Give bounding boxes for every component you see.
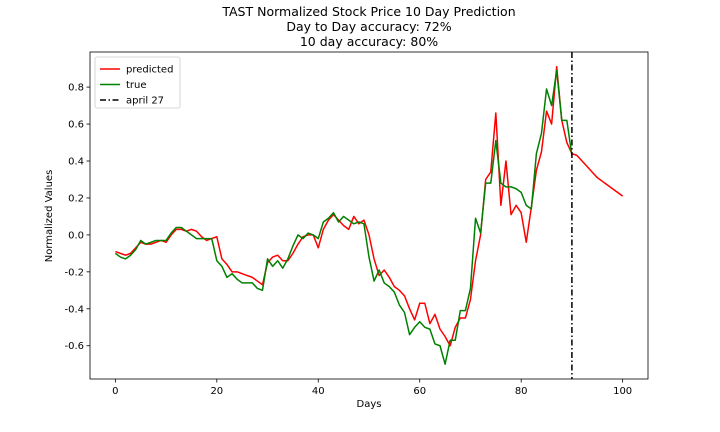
axes-frame: [89, 51, 649, 380]
y-axis-label: Normalized Values: [44, 170, 55, 263]
x-axis-label: Days: [357, 399, 382, 410]
y-tick-label: -0.2: [64, 267, 84, 278]
legend-label-april-27: april 27: [126, 96, 164, 107]
legend-label-predicted: predicted: [126, 65, 173, 76]
y-tick-label: 0.2: [68, 193, 84, 204]
y-tick-label: -0.4: [64, 304, 84, 315]
y-tick-label: -0.6: [64, 341, 84, 352]
y-tick-label: 0.6: [68, 120, 84, 131]
y-tick-label: 0.8: [68, 83, 84, 94]
legend-label-true: true: [126, 80, 147, 91]
legend: predicted true april 27: [94, 56, 181, 109]
y-tick-label: 0.0: [68, 230, 84, 241]
chart-title-line-3: 10 day accuracy: 80%: [300, 34, 438, 49]
chart-title-line-1: TAST Normalized Stock Price 10 Day Predi…: [221, 4, 515, 19]
x-tick-label: 40: [312, 386, 325, 397]
x-tick-label: 0: [112, 386, 118, 397]
x-tick-label: 100: [613, 386, 632, 397]
x-tick-label: 20: [210, 386, 223, 397]
series-line-true: [114, 69, 573, 365]
x-tick-label: 80: [515, 386, 528, 397]
y-tick-label: 0.4: [68, 157, 84, 168]
plot-area: 0 20 40 60 80 100 -0.6 -0.4 -0.2 0.0 0.2 0.4 0.6 0.8: [64, 51, 649, 397]
series-line-predicted: [115, 66, 624, 347]
chart-title-line-2: Day to Day accuracy: 72%: [286, 19, 451, 34]
x-tick-label: 60: [413, 386, 426, 397]
